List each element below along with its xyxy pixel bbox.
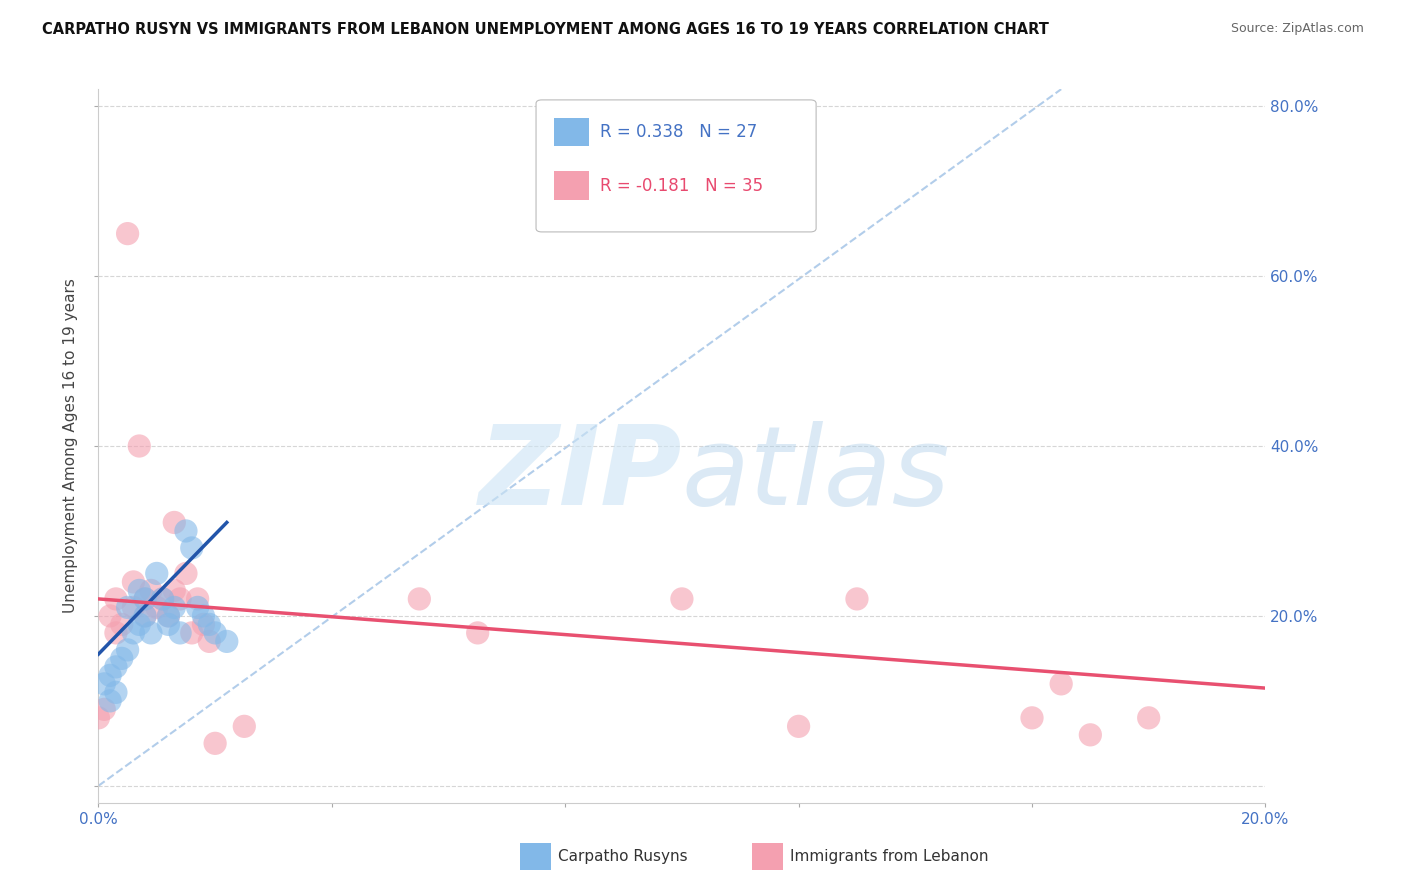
Point: [198, 634, 221, 648]
Point: [1137, 711, 1160, 725]
Point: [122, 626, 145, 640]
Point: [193, 617, 215, 632]
Point: [180, 626, 202, 640]
Point: [104, 626, 127, 640]
Point: [157, 617, 180, 632]
Point: [98, 608, 121, 623]
Point: [98, 668, 121, 682]
Point: [787, 719, 810, 733]
Point: [215, 634, 238, 648]
Point: [146, 600, 169, 615]
Point: [163, 583, 186, 598]
Text: R = -0.181   N = 35: R = -0.181 N = 35: [600, 177, 763, 194]
Point: [117, 227, 139, 241]
FancyBboxPatch shape: [554, 118, 589, 146]
Point: [163, 516, 186, 530]
Text: Source: ZipAtlas.com: Source: ZipAtlas.com: [1230, 22, 1364, 36]
Point: [134, 608, 156, 623]
Point: [198, 617, 221, 632]
Point: [180, 541, 202, 555]
Point: [134, 591, 156, 606]
Text: ZIP: ZIP: [478, 421, 682, 528]
Point: [146, 566, 169, 581]
Point: [93, 677, 115, 691]
Point: [467, 626, 489, 640]
Text: CARPATHO RUSYN VS IMMIGRANTS FROM LEBANON UNEMPLOYMENT AMONG AGES 16 TO 19 YEARS: CARPATHO RUSYN VS IMMIGRANTS FROM LEBANO…: [42, 22, 1049, 37]
Point: [204, 626, 226, 640]
Point: [104, 685, 127, 699]
Point: [187, 591, 209, 606]
Point: [152, 591, 174, 606]
Point: [671, 591, 693, 606]
Point: [157, 608, 180, 623]
Point: [111, 617, 134, 632]
Point: [174, 566, 197, 581]
Point: [122, 574, 145, 589]
Point: [152, 591, 174, 606]
Point: [1050, 677, 1073, 691]
Point: [134, 591, 156, 606]
Point: [169, 626, 191, 640]
Point: [104, 660, 127, 674]
Point: [98, 694, 121, 708]
Y-axis label: Unemployment Among Ages 16 to 19 years: Unemployment Among Ages 16 to 19 years: [63, 278, 79, 614]
Point: [117, 600, 139, 615]
Point: [128, 583, 150, 598]
Point: [139, 626, 162, 640]
Point: [93, 702, 115, 716]
Point: [204, 736, 226, 750]
Point: [117, 643, 139, 657]
Point: [157, 608, 180, 623]
Point: [87, 711, 110, 725]
Point: [845, 591, 868, 606]
Text: R = 0.338   N = 27: R = 0.338 N = 27: [600, 123, 758, 141]
Point: [408, 591, 430, 606]
Point: [139, 583, 162, 598]
Point: [169, 591, 191, 606]
Point: [104, 591, 127, 606]
Point: [163, 600, 186, 615]
Point: [193, 608, 215, 623]
Text: atlas: atlas: [682, 421, 950, 528]
Point: [1021, 711, 1043, 725]
Point: [111, 651, 134, 665]
Point: [187, 600, 209, 615]
Text: Immigrants from Lebanon: Immigrants from Lebanon: [790, 849, 988, 863]
Point: [233, 719, 256, 733]
Point: [174, 524, 197, 538]
Text: Carpatho Rusyns: Carpatho Rusyns: [558, 849, 688, 863]
FancyBboxPatch shape: [536, 100, 815, 232]
Point: [134, 608, 156, 623]
Point: [1080, 728, 1102, 742]
FancyBboxPatch shape: [554, 171, 589, 200]
Point: [128, 439, 150, 453]
Point: [122, 600, 145, 615]
Point: [128, 617, 150, 632]
